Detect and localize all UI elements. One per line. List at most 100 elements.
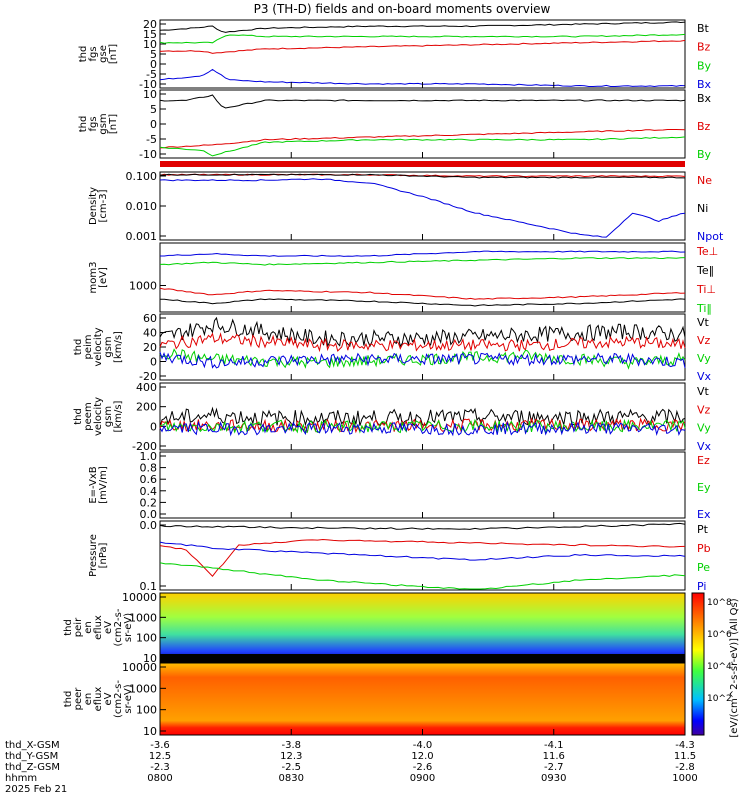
y-axis-label-line: peir [73,617,84,637]
y-axis-label: mom3[eV] [88,262,109,294]
legend-entry: Pe [697,561,710,574]
legend-entry: Pb [697,542,711,555]
x-axis-value: -3.8 [281,740,301,751]
y-axis-label-line: sr-eV) [123,684,134,713]
x-axis-value: 0900 [410,773,435,784]
series-line [159,406,686,428]
pressure-line [159,562,686,590]
y-axis-label-line: eflux [93,615,104,640]
y-tick-label: -20 [139,370,157,383]
y-axis-label-line: [eV] [98,267,109,288]
legend-entry: Ne [697,174,712,187]
x-axis-value: 0800 [147,773,172,784]
y-axis-label: thdpeerenefluxeV(cm2-s-sr-eV) [63,680,134,718]
pressure-line [159,522,686,530]
legend-entry: Vt [697,385,710,398]
y-axis-label-line: velocity [93,327,104,366]
legend-entry: Bz [697,41,711,54]
y-axis-label: thdpeemvelocitygsm[km/s] [73,397,124,436]
x-axis-value: -3.6 [150,740,170,751]
y-axis-label-line: thd [73,339,84,356]
series-line [159,94,686,109]
panel-3: 0.100 0.010 0.001 Density[cm-3] Ne Ni Npot [88,161,724,243]
y-axis-label-line: E=-VxB [88,466,99,503]
y-axis-label-line: peer [73,687,84,711]
legend-entry: Ni [697,202,708,215]
panel-frame [159,382,686,451]
y-axis-label: Pressure[nPa] [88,534,109,577]
y-tick-label: 0 [150,356,157,369]
series-line [159,287,686,300]
x-axis-value: 12.5 [149,751,171,762]
y-tick-label: 1000 [129,611,157,624]
series-line [159,39,686,54]
y-tick-label: 0.0 [140,519,158,532]
y-tick-label: 5 [150,103,157,116]
y-axis-label-line: gsm [103,336,114,357]
x-axis-value: 11.5 [674,751,696,762]
panels: 20151050-5-10thdfgsgse[nT]BtBzByBx1050-5… [63,18,724,738]
x-axis-value: 1000 [672,773,697,784]
legend-entry: Vt [697,316,710,329]
panel-10: 10000 1000 100 10 thdpeerenefluxeV(cm2-s-sr-… [63,661,686,738]
legend-entry: Vx [697,440,712,453]
panel-6: 400 200 0 -200 thdpeemvelocitygsm[km/s] Vt Vz V… [73,381,712,453]
y-axis-label-line: gsm [98,113,109,134]
y-tick-label: 0.8 [140,462,158,475]
y-tick-label: 0.6 [140,473,158,486]
y-tick-label: 1000 [129,682,157,695]
legend-entry: Pt [697,523,709,536]
legend-entry: Te‖ [696,264,714,277]
x-axis-value: -4.3 [675,740,695,751]
legend-entry: Bx [697,92,712,105]
y-axis-label-line: Pressure [88,534,99,577]
y-axis-label-line: [mV/m] [98,466,109,504]
y-tick-label: -10 [139,148,157,161]
legend-entry: Vy [697,352,711,365]
series-line [159,33,686,44]
plot-title: P3 (TH-D) fields and on-board moments ov… [254,2,551,16]
series-line [159,298,686,307]
series-line [159,420,686,437]
x-axis-row-label: hhmm [5,773,37,784]
panel-7: 1.00.80.60.40.20.0 E=-VxB[mV/m] Ez Ey Ex [88,450,711,521]
x-axis-value: -2.8 [675,762,695,773]
y-tick-label: 20 [143,341,157,354]
date-label: 2025 Feb 21 [5,784,67,795]
y-axis-label: thdfgsgse[nT] [78,44,119,64]
colorbar-tick-label: 10^2 [707,694,732,704]
legend-entry: Pi [697,580,706,593]
y-tick-label: 1.0 [140,450,158,463]
y-tick-label: 40 [143,327,157,340]
y-axis-label-line: gsm [103,406,114,427]
series-line [159,348,686,370]
y-tick-label: 10000 [122,591,157,604]
legend-entry: Vy [697,422,711,435]
legend-entry: Ti⊥ [696,283,716,296]
y-axis-label-line: thd [78,46,89,63]
y-axis-label-line: [km/s] [113,400,124,432]
x-axis-value: 0830 [279,773,304,784]
y-tick-label: 0.4 [140,485,158,498]
y-axis-label-line: sr-eV) [123,613,134,642]
x-axis-labels: thd_X-GSM -3.6 -3.8 -4.0 -4.1 -4.3 thd_Y-GSM 12… [5,740,698,795]
y-axis-label-line: gse [98,45,109,63]
x-axis-row-label: thd_Z-GSM [5,762,60,773]
pressure-line [159,541,686,561]
x-axis-value: -2.5 [281,762,301,773]
legend-entry: Te⊥ [696,245,718,258]
pressure-traces [159,522,686,590]
y-tick-label: 400 [136,381,157,394]
y-axis-label-line: fgs [88,116,99,131]
y-axis-label: Density[cm-3] [88,187,109,225]
y-tick-label: 15 [143,28,157,41]
y-axis-label-line: [nPa] [98,542,109,568]
panel-9: 10000 1000 100 10 thdpeirenefluxeV(cm2-s-sr-… [63,591,686,665]
y-axis-label-line: (cm2-s- [113,608,124,646]
y-tick-label: 10 [143,725,157,738]
y-tick-label: 5 [150,48,157,61]
y-axis-label-line: eV [103,692,114,705]
panel-frame [159,451,686,519]
